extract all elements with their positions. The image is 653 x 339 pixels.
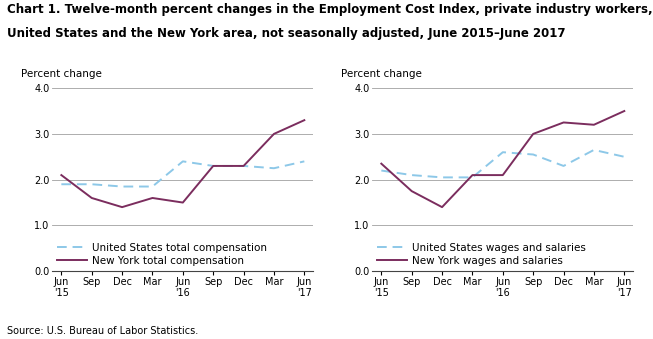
United States wages and salaries [530, 153, 537, 157]
New York total compensation [270, 132, 278, 136]
New York total compensation [240, 164, 247, 168]
New York wages and salaries [530, 132, 537, 136]
New York wages and salaries [468, 173, 476, 177]
United States total compensation [179, 159, 187, 163]
New York total compensation [148, 196, 156, 200]
New York wages and salaries [620, 109, 628, 113]
United States total compensation [210, 164, 217, 168]
New York total compensation [88, 196, 95, 200]
Text: Percent change: Percent change [21, 69, 102, 79]
Line: New York total compensation: New York total compensation [61, 120, 304, 207]
New York wages and salaries [438, 205, 446, 209]
United States wages and salaries [560, 164, 567, 168]
United States wages and salaries [468, 175, 476, 179]
United States wages and salaries [499, 150, 507, 154]
Legend: United States wages and salaries, New York wages and salaries: United States wages and salaries, New Yo… [377, 243, 586, 266]
United States total compensation [240, 164, 247, 168]
New York wages and salaries [407, 189, 415, 193]
United States wages and salaries [620, 155, 628, 159]
New York total compensation [57, 173, 65, 177]
New York wages and salaries [377, 162, 385, 166]
United States wages and salaries [438, 175, 446, 179]
New York wages and salaries [560, 120, 567, 124]
New York total compensation [210, 164, 217, 168]
United States total compensation [270, 166, 278, 170]
Line: United States wages and salaries: United States wages and salaries [381, 150, 624, 177]
Text: United States and the New York area, not seasonally adjusted, June 2015–June 201: United States and the New York area, not… [7, 27, 565, 40]
Text: Source: U.S. Bureau of Labor Statistics.: Source: U.S. Bureau of Labor Statistics. [7, 326, 198, 336]
New York total compensation [179, 201, 187, 205]
Line: New York wages and salaries: New York wages and salaries [381, 111, 624, 207]
Line: United States total compensation: United States total compensation [61, 161, 304, 186]
United States wages and salaries [407, 173, 415, 177]
United States total compensation [148, 184, 156, 188]
New York total compensation [118, 205, 126, 209]
United States total compensation [57, 182, 65, 186]
United States total compensation [118, 184, 126, 188]
New York wages and salaries [590, 123, 598, 127]
Text: Chart 1. Twelve-month percent changes in the Employment Cost Index, private indu: Chart 1. Twelve-month percent changes in… [7, 3, 652, 16]
Legend: United States total compensation, New York total compensation: United States total compensation, New Yo… [57, 243, 267, 266]
United States total compensation [300, 159, 308, 163]
New York wages and salaries [499, 173, 507, 177]
New York total compensation [300, 118, 308, 122]
United States wages and salaries [377, 168, 385, 173]
United States total compensation [88, 182, 95, 186]
Text: Percent change: Percent change [341, 69, 422, 79]
United States wages and salaries [590, 148, 598, 152]
